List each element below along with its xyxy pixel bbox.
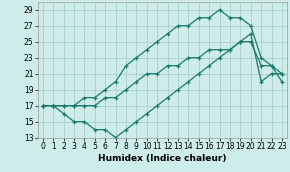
X-axis label: Humidex (Indice chaleur): Humidex (Indice chaleur) — [98, 154, 227, 163]
